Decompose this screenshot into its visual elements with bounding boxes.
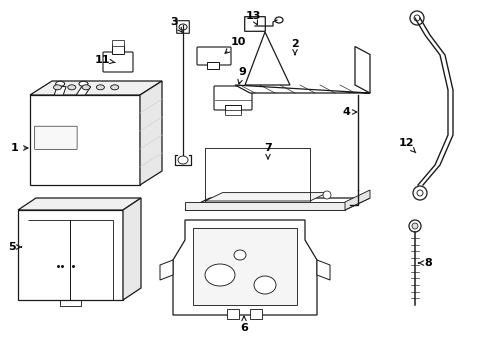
Ellipse shape bbox=[179, 24, 186, 30]
Bar bbox=[206, 62, 219, 69]
Ellipse shape bbox=[56, 81, 64, 86]
Polygon shape bbox=[173, 220, 316, 315]
Polygon shape bbox=[244, 32, 289, 85]
Text: 8: 8 bbox=[418, 258, 431, 268]
Bar bbox=[226, 309, 239, 319]
Ellipse shape bbox=[96, 85, 104, 90]
Text: 2: 2 bbox=[290, 39, 298, 55]
FancyBboxPatch shape bbox=[176, 21, 189, 33]
Text: 11: 11 bbox=[94, 55, 115, 65]
Ellipse shape bbox=[53, 85, 61, 90]
Text: 7: 7 bbox=[264, 143, 271, 159]
Bar bbox=[224, 110, 241, 115]
Polygon shape bbox=[123, 198, 141, 300]
Text: 12: 12 bbox=[397, 138, 415, 153]
Circle shape bbox=[411, 223, 417, 229]
Ellipse shape bbox=[79, 81, 88, 86]
Polygon shape bbox=[140, 81, 162, 185]
Polygon shape bbox=[193, 228, 296, 305]
FancyBboxPatch shape bbox=[103, 52, 133, 72]
Bar bbox=[224, 105, 241, 113]
FancyBboxPatch shape bbox=[244, 17, 265, 31]
Polygon shape bbox=[160, 260, 173, 280]
Circle shape bbox=[413, 15, 419, 21]
Ellipse shape bbox=[253, 276, 275, 294]
Text: 4: 4 bbox=[342, 107, 356, 117]
Text: 10: 10 bbox=[224, 37, 245, 53]
Text: 1: 1 bbox=[11, 143, 28, 153]
Bar bbox=[112, 44, 124, 54]
Circle shape bbox=[409, 11, 423, 25]
Ellipse shape bbox=[204, 264, 235, 286]
Polygon shape bbox=[184, 202, 345, 210]
Circle shape bbox=[323, 191, 330, 199]
Polygon shape bbox=[18, 198, 141, 210]
Circle shape bbox=[416, 190, 422, 196]
Polygon shape bbox=[30, 81, 162, 95]
Ellipse shape bbox=[110, 85, 119, 90]
Ellipse shape bbox=[274, 17, 283, 23]
Text: 6: 6 bbox=[240, 316, 247, 333]
Polygon shape bbox=[18, 210, 123, 300]
Circle shape bbox=[408, 220, 420, 232]
Polygon shape bbox=[76, 87, 91, 95]
Ellipse shape bbox=[234, 250, 245, 260]
Polygon shape bbox=[30, 95, 140, 185]
FancyBboxPatch shape bbox=[214, 86, 251, 110]
Text: 3: 3 bbox=[170, 17, 182, 32]
Bar bbox=[249, 309, 262, 319]
Text: 9: 9 bbox=[237, 67, 245, 84]
Polygon shape bbox=[316, 260, 329, 280]
FancyBboxPatch shape bbox=[197, 47, 230, 65]
Polygon shape bbox=[184, 198, 369, 210]
FancyBboxPatch shape bbox=[35, 126, 77, 149]
Ellipse shape bbox=[68, 85, 76, 90]
Polygon shape bbox=[204, 193, 327, 201]
Polygon shape bbox=[54, 87, 66, 95]
Ellipse shape bbox=[178, 156, 187, 164]
Circle shape bbox=[412, 186, 426, 200]
Ellipse shape bbox=[82, 85, 90, 90]
Bar bbox=[112, 40, 124, 46]
Text: 13: 13 bbox=[245, 11, 260, 25]
Text: 5: 5 bbox=[8, 242, 21, 252]
Polygon shape bbox=[235, 46, 369, 93]
Polygon shape bbox=[345, 190, 369, 210]
